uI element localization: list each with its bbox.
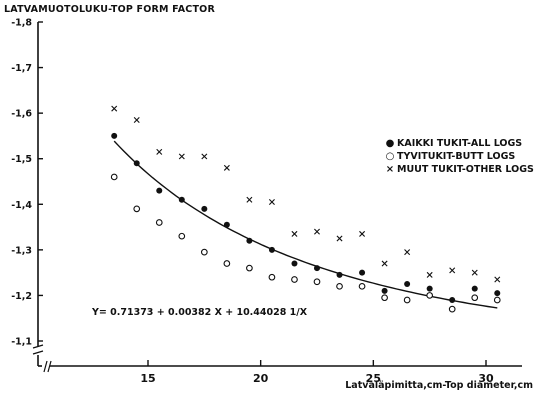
all-logs-point xyxy=(291,261,297,267)
y-tick-label: -1,7 xyxy=(11,63,32,74)
all-logs-point xyxy=(359,270,365,276)
all-logs-point xyxy=(179,197,185,203)
cross-marker-icon: × xyxy=(383,163,397,176)
fit-equation-fraction: 1/X xyxy=(290,307,307,318)
x-axis-label: Latvaläpimitta,cm-Top diameter,cm xyxy=(345,380,533,391)
other-logs-point xyxy=(224,165,229,170)
all-logs-point xyxy=(314,265,320,271)
butt-logs-point xyxy=(224,261,230,267)
all-logs-point xyxy=(449,297,455,303)
butt-logs-point xyxy=(156,220,162,226)
y-tick-label: -1,1 xyxy=(11,337,32,348)
other-logs-point xyxy=(202,154,207,159)
y-tick-label: -1,3 xyxy=(11,245,32,256)
y-axis-break-mark-2 xyxy=(33,351,43,354)
all-logs-point xyxy=(337,272,343,278)
all-logs-point xyxy=(494,290,500,296)
y-tick-label: -1,6 xyxy=(11,109,32,120)
other-logs-point xyxy=(450,268,455,273)
other-logs-point xyxy=(337,236,342,241)
butt-logs-point xyxy=(427,293,433,299)
all-logs-point xyxy=(382,288,388,294)
other-logs-point xyxy=(179,154,184,159)
all-logs-point xyxy=(472,286,478,292)
other-logs-point xyxy=(292,231,297,236)
legend-label-butt-logs: TYVITUKIT-BUTT LOGS xyxy=(397,150,515,163)
filled-circle-marker-icon: ● xyxy=(383,137,397,150)
butt-logs-point xyxy=(247,265,253,271)
all-logs-point xyxy=(404,281,410,287)
x-tick-label: 15 xyxy=(140,372,155,385)
other-logs-point xyxy=(157,149,162,154)
legend-label-all-logs: KAIKKI TUKIT-ALL LOGS xyxy=(397,137,522,150)
y-tick-label: -1,4 xyxy=(11,200,32,211)
all-logs-point xyxy=(156,188,162,194)
legend: ● KAIKKI TUKIT-ALL LOGS ○ TYVITUKIT-BUTT… xyxy=(383,137,534,176)
butt-logs-point xyxy=(314,279,320,285)
y-axis xyxy=(33,22,43,366)
butt-logs-point xyxy=(202,249,208,255)
y-tick-label: -1,5 xyxy=(11,154,32,165)
open-circle-marker-icon: ○ xyxy=(383,150,397,163)
other-logs-point xyxy=(382,261,387,266)
legend-label-other-logs: MUUT TUKIT-OTHER LOGS xyxy=(397,163,534,176)
butt-logs-point xyxy=(111,174,117,180)
x-tick-label: 20 xyxy=(253,372,269,385)
other-logs-point xyxy=(359,231,364,236)
all-logs-point xyxy=(427,286,433,292)
butt-logs-point xyxy=(359,284,365,290)
chart-title: LATVAMUOTOLUKU-TOP FORM FACTOR xyxy=(4,4,215,15)
butt-logs-point xyxy=(337,284,343,290)
all-logs-point xyxy=(111,133,117,139)
other-logs-point xyxy=(314,229,319,234)
all-logs-point xyxy=(201,206,207,212)
x-axis xyxy=(38,361,522,372)
butt-logs-point xyxy=(269,274,275,280)
all-logs-point xyxy=(134,160,140,166)
legend-item-all-logs: ● KAIKKI TUKIT-ALL LOGS xyxy=(383,137,534,150)
other-logs-point xyxy=(495,277,500,282)
butt-logs-point xyxy=(472,295,478,301)
all-logs-point xyxy=(246,238,252,244)
fit-equation-text: Y= 0.71373 + 0.00382 X + 10.44028 xyxy=(92,307,286,318)
butt-logs-point xyxy=(404,297,410,303)
x-axis-break-mark-1 xyxy=(44,361,47,372)
butt-logs-point xyxy=(494,297,500,303)
y-tick-label: -1,8 xyxy=(11,18,32,29)
fit-equation: Y= 0.71373 + 0.00382 X + 10.44028 1/X xyxy=(92,307,307,318)
butt-logs-point xyxy=(449,306,455,312)
other-logs-point xyxy=(405,250,410,255)
all-logs-point xyxy=(269,247,275,253)
other-logs-point xyxy=(112,106,117,111)
other-logs-point xyxy=(269,199,274,204)
other-logs-point xyxy=(247,197,252,202)
all-logs-point xyxy=(224,222,230,228)
butt-logs-point xyxy=(179,233,185,239)
butt-logs-point xyxy=(382,295,388,301)
y-tick-label: -1,2 xyxy=(11,291,32,302)
other-logs-point xyxy=(134,117,139,122)
legend-item-butt-logs: ○ TYVITUKIT-BUTT LOGS xyxy=(383,150,534,163)
other-logs-point xyxy=(472,270,477,275)
legend-item-other-logs: × MUUT TUKIT-OTHER LOGS xyxy=(383,163,534,176)
other-logs-point xyxy=(427,272,432,277)
butt-logs-point xyxy=(292,277,298,283)
butt-logs-point xyxy=(134,206,140,212)
